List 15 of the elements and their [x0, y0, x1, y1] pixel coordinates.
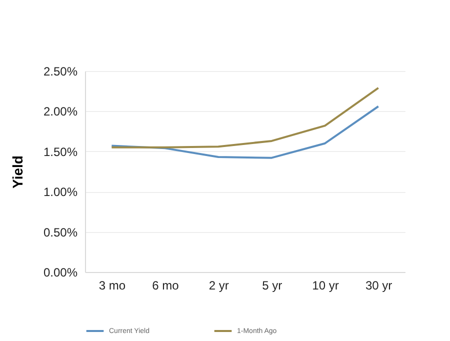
x-tick-label: 30 yr	[365, 278, 392, 292]
x-tick-label: 3 mo	[98, 278, 126, 292]
x-tick-label: 2 yr	[208, 278, 229, 292]
y-tick-label: 0.50%	[43, 225, 78, 240]
y-tick-label: 2.00%	[43, 104, 78, 119]
y-tick-label: 2.50%	[43, 64, 78, 78]
y-tick-label: 0.00%	[43, 266, 78, 280]
line-series	[110, 86, 380, 148]
x-tick-label: 6 mo	[152, 278, 180, 292]
y-tick-label: 1.50%	[43, 144, 78, 159]
y-axis-title: Yield	[9, 156, 26, 188]
x-tick-label: 5 yr	[262, 278, 282, 292]
y-tick-label: 1.00%	[43, 185, 78, 200]
x-tick-label: 10 yr	[312, 278, 339, 292]
line-series	[110, 105, 380, 159]
